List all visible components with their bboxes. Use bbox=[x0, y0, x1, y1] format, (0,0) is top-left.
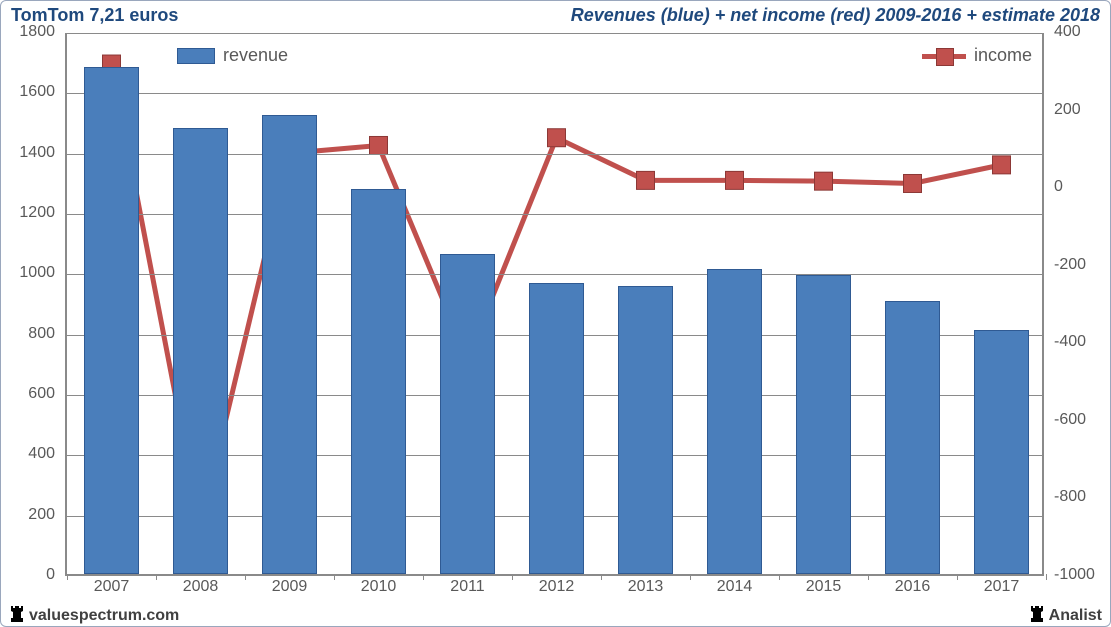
ytick-right: 400 bbox=[1054, 23, 1081, 41]
income-marker bbox=[637, 171, 655, 189]
x-minor-tick bbox=[868, 574, 869, 580]
xtick: 2010 bbox=[361, 578, 397, 596]
footer-right: Analist bbox=[1029, 606, 1102, 625]
x-minor-tick bbox=[779, 574, 780, 580]
legend-revenue-label: revenue bbox=[223, 45, 288, 66]
header-right: Revenues (blue) + net income (red) 2009-… bbox=[571, 5, 1100, 26]
chart-card: TomTom 7,21 euros Revenues (blue) + net … bbox=[0, 0, 1111, 627]
bar bbox=[618, 286, 673, 574]
rook-icon bbox=[1029, 606, 1045, 622]
rook-icon bbox=[9, 606, 25, 622]
gridline bbox=[67, 93, 1042, 94]
bar bbox=[529, 283, 584, 574]
legend-income: income bbox=[922, 45, 1032, 66]
income-marker bbox=[726, 171, 744, 189]
ytick-right: 0 bbox=[1054, 178, 1063, 196]
xtick: 2016 bbox=[895, 578, 931, 596]
ytick-left: 600 bbox=[9, 385, 55, 403]
xtick: 2009 bbox=[272, 578, 308, 596]
xtick: 2012 bbox=[539, 578, 575, 596]
ytick-left: 800 bbox=[9, 325, 55, 343]
x-minor-tick bbox=[957, 574, 958, 580]
ytick-right: 200 bbox=[1054, 101, 1081, 119]
swatch-bar-icon bbox=[177, 48, 215, 64]
x-minor-tick bbox=[334, 574, 335, 580]
x-minor-tick bbox=[156, 574, 157, 580]
ytick-left: 400 bbox=[9, 445, 55, 463]
plot-area: revenue income 0200400600800100012001400… bbox=[65, 33, 1044, 576]
xtick: 2007 bbox=[94, 578, 130, 596]
xtick: 2014 bbox=[717, 578, 753, 596]
x-minor-tick bbox=[601, 574, 602, 580]
bar bbox=[351, 189, 406, 574]
gridline bbox=[67, 33, 1042, 34]
xtick: 2008 bbox=[183, 578, 219, 596]
bar bbox=[173, 128, 228, 574]
ytick-left: 200 bbox=[9, 506, 55, 524]
plot-wrap: revenue income 0 200 400 600 800 1000 1200 1400… bbox=[11, 31, 1100, 602]
ytick-right: -200 bbox=[1054, 256, 1086, 274]
ytick-right: -400 bbox=[1054, 333, 1086, 351]
ytick-left: 1000 bbox=[9, 264, 55, 282]
x-minor-tick bbox=[245, 574, 246, 580]
ytick-left: 1200 bbox=[9, 204, 55, 222]
bar bbox=[440, 254, 495, 574]
bar bbox=[796, 275, 851, 574]
x-minor-tick bbox=[512, 574, 513, 580]
x-minor-tick bbox=[1046, 574, 1047, 580]
x-minor-tick bbox=[423, 574, 424, 580]
x-minor-tick bbox=[67, 574, 68, 580]
income-marker bbox=[370, 136, 388, 154]
bar bbox=[885, 301, 940, 574]
ytick-left: 1400 bbox=[9, 144, 55, 162]
ytick-left: 1600 bbox=[9, 83, 55, 101]
ytick-left: 1800 bbox=[9, 23, 55, 41]
bar bbox=[84, 67, 139, 574]
bar bbox=[262, 115, 317, 574]
swatch-line-icon bbox=[922, 46, 966, 66]
ytick-left: 0 bbox=[9, 566, 55, 584]
income-marker bbox=[904, 174, 922, 192]
income-marker bbox=[993, 156, 1011, 174]
chart-header: TomTom 7,21 euros Revenues (blue) + net … bbox=[1, 1, 1110, 28]
footer-left: valuespectrum.com bbox=[9, 606, 179, 625]
income-marker bbox=[548, 129, 566, 147]
xtick: 2015 bbox=[806, 578, 842, 596]
income-marker bbox=[815, 172, 833, 190]
xtick: 2017 bbox=[984, 578, 1020, 596]
legend-revenue: revenue bbox=[177, 45, 288, 66]
xtick: 2013 bbox=[628, 578, 664, 596]
bar bbox=[707, 269, 762, 574]
ytick-right: -600 bbox=[1054, 411, 1086, 429]
legend-income-label: income bbox=[974, 45, 1032, 66]
bar bbox=[974, 330, 1029, 574]
ytick-right: -800 bbox=[1054, 488, 1086, 506]
xtick: 2011 bbox=[450, 578, 484, 596]
footer: valuespectrum.com Analist bbox=[1, 604, 1110, 626]
x-minor-tick bbox=[690, 574, 691, 580]
ytick-right: -1000 bbox=[1054, 566, 1095, 584]
